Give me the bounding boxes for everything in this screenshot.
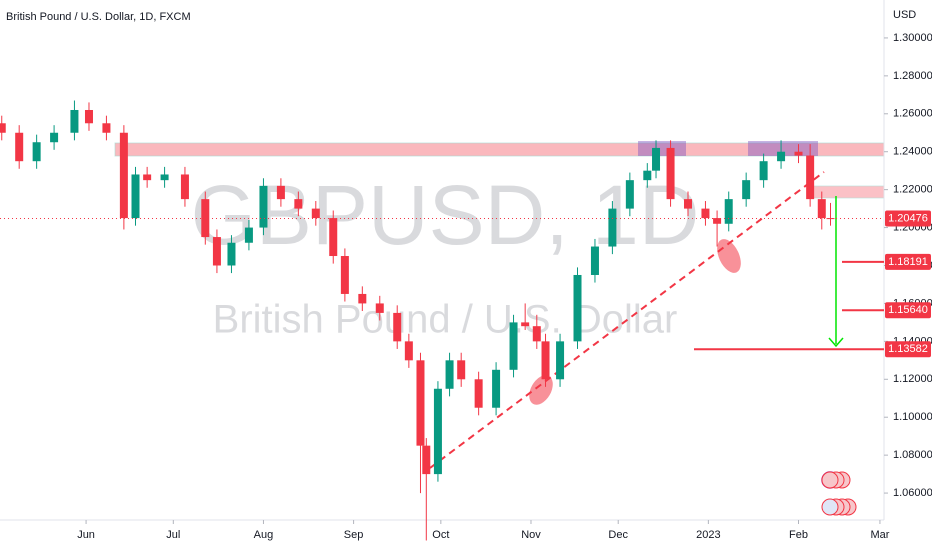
candle-body xyxy=(393,312,402,342)
candle-body xyxy=(227,242,236,266)
retest-zone xyxy=(807,185,885,199)
candle-body xyxy=(684,199,693,209)
candle-body xyxy=(541,341,550,380)
news-icon[interactable] xyxy=(821,471,839,489)
candle-body xyxy=(713,218,722,224)
target-level-label: 1.18191 xyxy=(888,256,928,268)
y-tick-label: 1.28000 xyxy=(893,70,932,82)
x-tick-label: Oct xyxy=(432,529,449,541)
candle-body xyxy=(422,445,431,475)
x-tick-label: Jun xyxy=(77,529,95,541)
candle-body xyxy=(826,218,835,220)
candle-body xyxy=(276,185,285,200)
x-tick-label: Mar xyxy=(870,529,889,541)
news-icon[interactable] xyxy=(821,498,839,516)
candle-body xyxy=(119,132,128,219)
candle-body xyxy=(445,360,454,389)
candle-body xyxy=(433,388,442,475)
last-price-label: 1.20476 xyxy=(888,212,928,224)
candle-body xyxy=(102,123,111,133)
y-tick-label: 1.30000 xyxy=(893,32,932,44)
trend-line xyxy=(429,171,825,469)
candle-body xyxy=(32,142,41,162)
candle-body xyxy=(701,208,710,219)
candle-body xyxy=(244,227,253,243)
candle-body xyxy=(457,360,466,380)
candle-body xyxy=(311,208,320,219)
target-level-box xyxy=(885,302,931,319)
candle-body xyxy=(474,379,483,408)
x-tick-label: Nov xyxy=(521,529,541,541)
candle-body xyxy=(294,199,303,209)
touch-marker xyxy=(717,239,741,273)
currency-label: USD xyxy=(893,9,916,21)
x-tick-label: Jul xyxy=(166,529,180,541)
candle-body xyxy=(329,218,338,257)
x-tick-label: 2023 xyxy=(696,529,720,541)
candle-body xyxy=(404,341,413,361)
x-tick-label: Feb xyxy=(789,529,808,541)
candle-body xyxy=(375,303,384,313)
candle-body xyxy=(50,132,59,143)
y-tick-label: 1.06000 xyxy=(893,487,932,499)
x-tick-label: Sep xyxy=(344,529,364,541)
candle-body xyxy=(84,109,93,124)
candle-body xyxy=(131,174,140,219)
candle-body xyxy=(794,151,803,156)
candle-body xyxy=(212,237,221,266)
candle-body xyxy=(817,199,826,219)
candle-body xyxy=(0,123,6,133)
target-level-box xyxy=(885,341,931,358)
candle-body xyxy=(492,369,501,408)
target-level-label: 1.13582 xyxy=(888,343,928,355)
y-tick-label: 1.24000 xyxy=(893,146,932,158)
chart-title: British Pound / U.S. Dollar, 1D, FXCM xyxy=(6,11,191,23)
y-tick-label: 1.10000 xyxy=(893,411,932,423)
candle-body xyxy=(625,180,634,209)
last-price-box xyxy=(885,210,931,227)
candle-body xyxy=(15,132,24,162)
candle-body xyxy=(652,147,661,171)
x-tick-label: Dec xyxy=(608,529,628,541)
candle-body xyxy=(259,185,268,228)
candle-body xyxy=(806,155,815,200)
candle-body xyxy=(521,322,530,327)
watermark-description: British Pound / U.S. Dollar xyxy=(213,298,678,342)
candle-body xyxy=(573,274,582,342)
candle-body xyxy=(643,170,652,181)
y-tick-label: 1.12000 xyxy=(893,373,932,385)
candle-body xyxy=(416,360,425,446)
candle-body xyxy=(70,109,79,133)
candle-body xyxy=(666,147,675,200)
y-tick-label: 1.26000 xyxy=(893,108,932,120)
candle-body xyxy=(742,180,751,200)
y-tick-label: 1.22000 xyxy=(893,184,932,196)
target-level-label: 1.15640 xyxy=(888,304,928,316)
candle-body xyxy=(532,326,541,342)
candle-body xyxy=(608,208,617,247)
candle-body xyxy=(143,174,152,181)
highlight-box xyxy=(638,141,686,156)
candle-body xyxy=(201,199,210,238)
candle-body xyxy=(556,341,565,380)
candle-body xyxy=(180,174,189,200)
candle-body xyxy=(590,246,599,275)
touch-marker xyxy=(529,375,553,405)
y-tick-label: 1.08000 xyxy=(893,449,932,461)
candle-body xyxy=(777,151,786,162)
candle-body xyxy=(160,174,169,181)
candle-body xyxy=(724,199,733,224)
candle-body xyxy=(759,161,768,181)
candle-body xyxy=(358,293,367,304)
target-level-box xyxy=(885,253,931,270)
target-arrow-head xyxy=(828,337,844,348)
candle-body xyxy=(340,256,349,294)
x-tick-label: Aug xyxy=(254,529,274,541)
candle-body xyxy=(509,322,518,370)
